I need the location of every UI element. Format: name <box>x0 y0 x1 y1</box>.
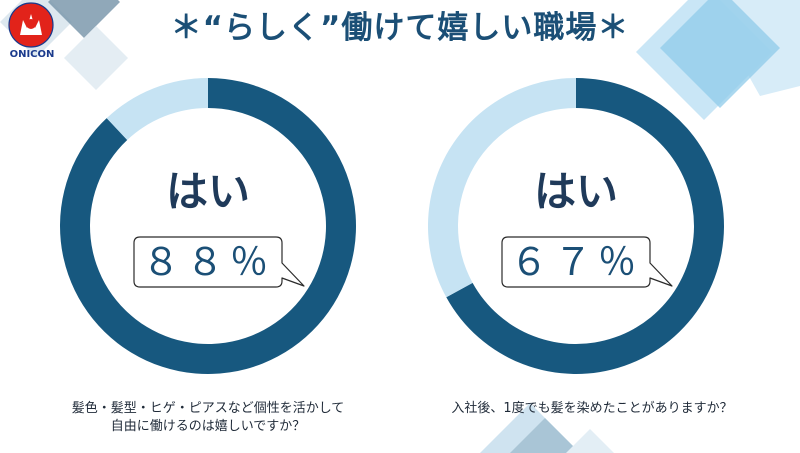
page-title: ＊“らしく”働けて嬉しい職場＊ <box>170 10 630 46</box>
callout-bubble <box>501 236 673 288</box>
donut-slice-other <box>428 78 576 298</box>
question-text-right: 入社後、1度でも髪を染めたことがありますか？ <box>414 400 770 418</box>
donut-slice-other <box>106 78 208 140</box>
percentage-label: ６７％ <box>509 240 642 284</box>
donut-slice-yes <box>59 78 357 374</box>
question-line: 自由に働けるのは嬉しいですか？ <box>110 419 306 434</box>
top-left-pale-diamond <box>64 26 128 90</box>
answer-label: はい <box>533 167 618 216</box>
top-left-teal-diamond <box>48 0 120 38</box>
question-text-left: 髪色・髪型・ヒゲ・ピアスなど個性を活かして 自由に働けるのは嬉しいですか？ <box>30 400 386 436</box>
onicon-logo: ONICON <box>4 2 58 64</box>
donut-chart-svg <box>428 78 724 374</box>
logo-text: ONICON <box>9 49 55 60</box>
bottom-center-pale-diamond <box>566 429 614 453</box>
donut-chart-hair-freedom: はい ８８％ <box>59 78 357 374</box>
question-line: 入社後、1度でも髪を染めたことがありますか？ <box>451 401 733 416</box>
logo-emblem-icon <box>8 2 54 48</box>
top-right-blue-diamond <box>660 0 780 108</box>
percentage-label: ８８％ <box>141 240 274 284</box>
answer-label: はい <box>165 167 250 216</box>
bottom-center-teal-diamond <box>510 418 580 453</box>
question-line: 髪色・髪型・ヒゲ・ピアスなど個性を活かして <box>71 401 345 416</box>
donut-chart-svg <box>59 78 357 374</box>
callout-bubble <box>133 236 305 288</box>
donut-chart-hair-dyed: はい ６７％ <box>428 78 724 374</box>
